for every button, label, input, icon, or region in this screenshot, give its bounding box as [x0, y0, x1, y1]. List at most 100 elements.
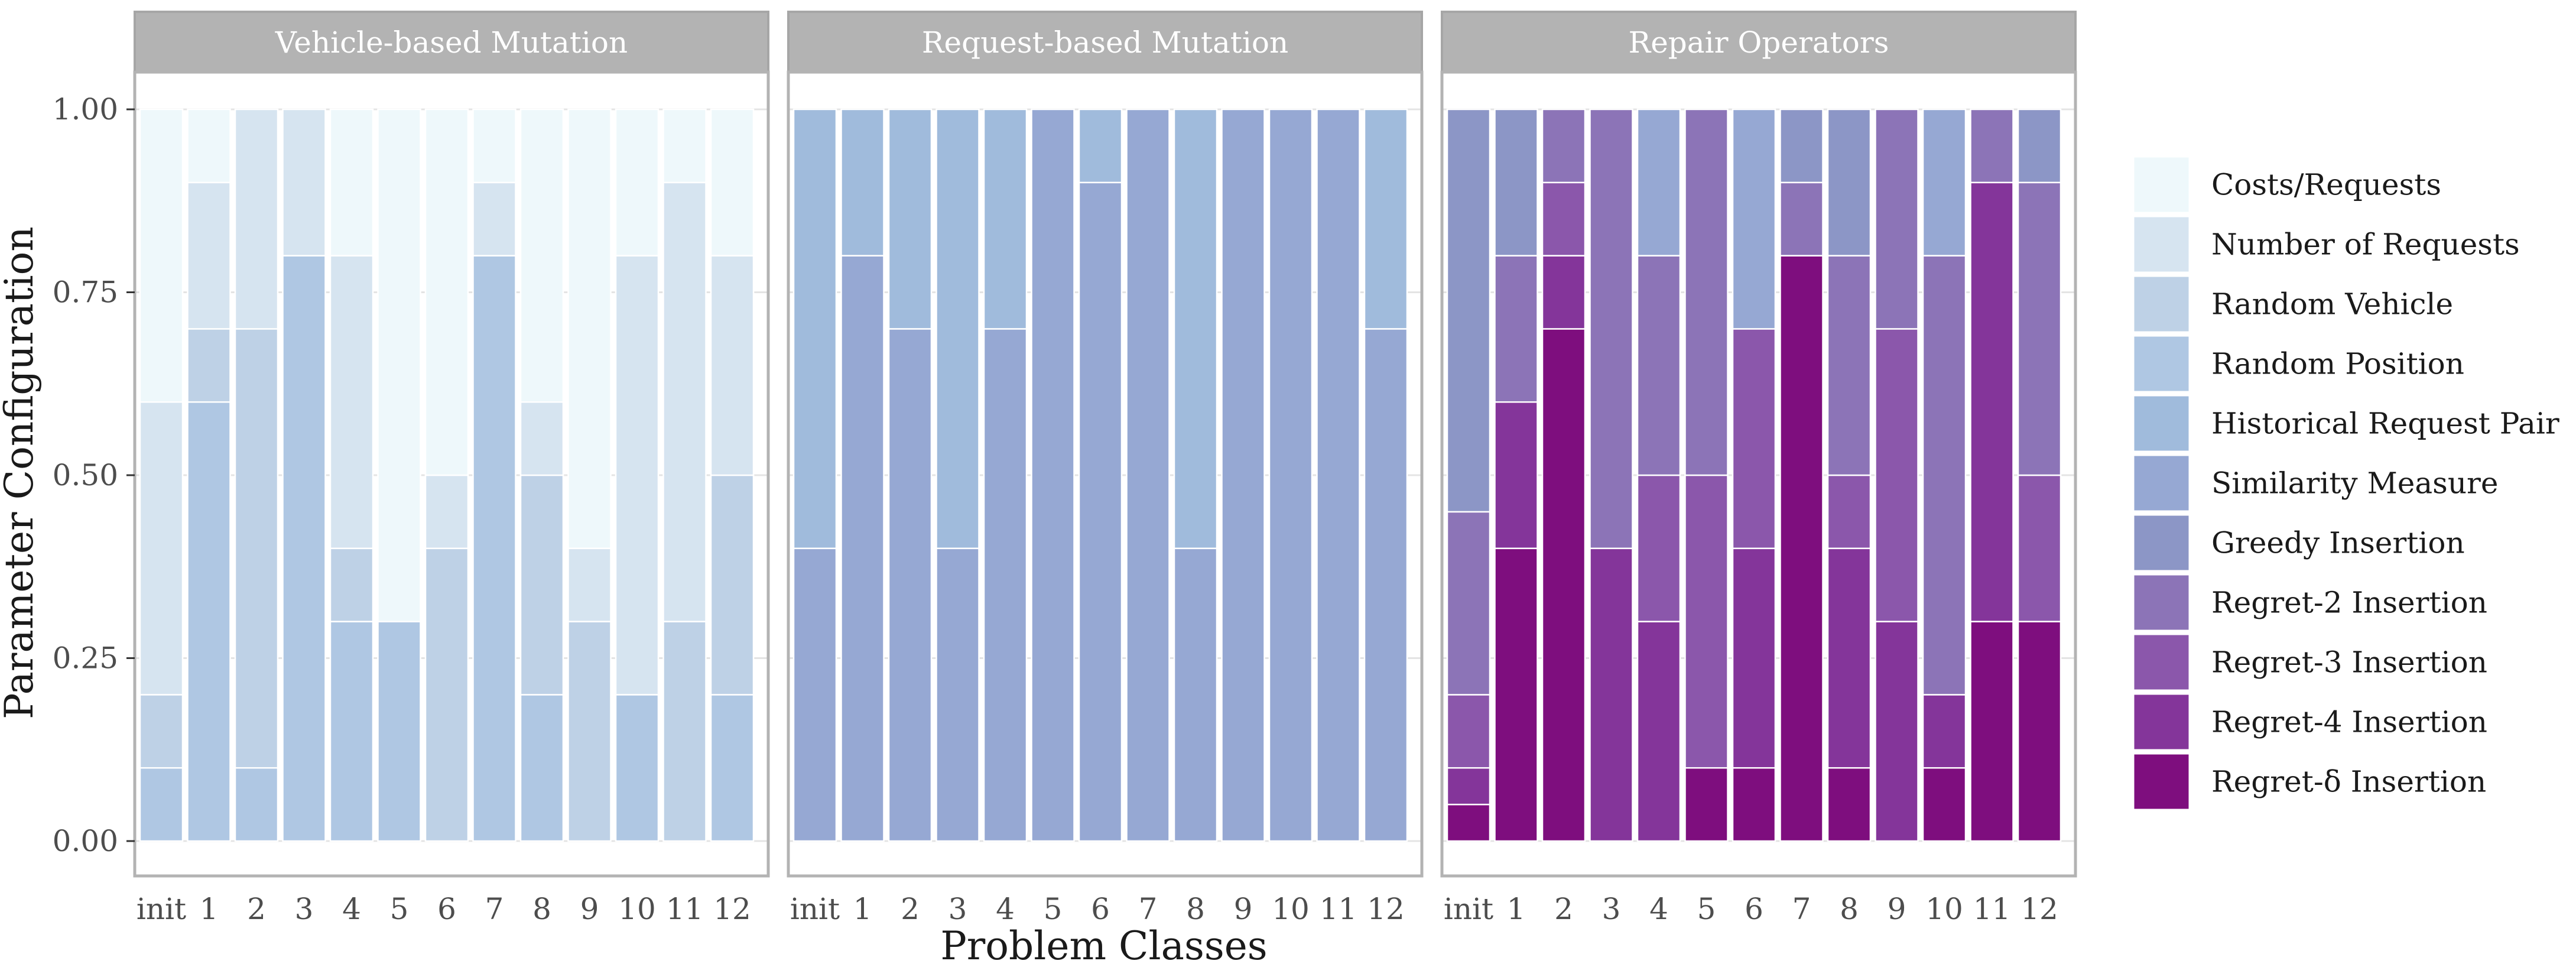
- bar-segment: [1732, 108, 1776, 330]
- x-tick-label: 2: [1554, 892, 1573, 926]
- bar-segment: [1922, 767, 1967, 842]
- x-tick-label: 12: [1367, 892, 1405, 926]
- bar-segment: [329, 255, 374, 550]
- bar-segment: [662, 621, 707, 842]
- bar-segment: [888, 108, 933, 330]
- x-tick-label: 11: [666, 892, 704, 926]
- x-tick-label: 12: [2020, 892, 2058, 926]
- legend-key: [2132, 514, 2191, 572]
- bar-segment: [329, 547, 374, 622]
- bar-segment: [1779, 108, 1824, 184]
- x-tick-label: 6: [437, 892, 456, 926]
- bar-segment: [1031, 108, 1075, 842]
- bar-segment: [519, 401, 564, 476]
- bar-segment: [234, 108, 279, 330]
- bar-segment: [329, 108, 374, 257]
- bar-segment: [1589, 547, 1633, 842]
- bar-segment: [1541, 181, 1586, 257]
- bar-segment: [1636, 474, 1681, 622]
- bar-segment: [1970, 621, 2014, 842]
- bar-segment: [1875, 621, 1919, 842]
- bar-segment: [1541, 328, 1586, 842]
- bar-segment: [983, 328, 1028, 842]
- bar-segment: [519, 108, 564, 403]
- y-tick-label: 0.25: [53, 641, 118, 676]
- bar-segment: [519, 474, 564, 696]
- panel-title: Vehicle-based Mutation: [275, 25, 628, 60]
- bar-segment: [1827, 547, 1872, 769]
- bar-segment: [1827, 767, 1872, 842]
- bar-segment: [710, 474, 755, 696]
- legend-key: [2132, 155, 2191, 214]
- x-tick-label: 10: [618, 892, 656, 926]
- x-tick-label: 9: [1234, 892, 1253, 926]
- x-tick-label: 1: [200, 892, 219, 926]
- bar-segment: [615, 694, 660, 842]
- legend-label: Regret-2 Insertion: [2211, 586, 2487, 620]
- bar-segment: [1494, 547, 1538, 842]
- bar-segment: [1636, 621, 1681, 842]
- panel-strip: [134, 11, 769, 73]
- bar-segment: [1221, 108, 1265, 842]
- bar-segment: [1636, 108, 1681, 257]
- x-tick-label: init: [790, 892, 840, 926]
- bar-segment: [1494, 401, 1538, 550]
- x-tick-label: 2: [901, 892, 920, 926]
- bar-segment: [1779, 181, 1824, 257]
- legend-label: Regret-δ Insertion: [2211, 765, 2486, 799]
- bars: [1446, 108, 2062, 842]
- x-tick-label: 11: [1320, 892, 1357, 926]
- x-tick-label: init: [1444, 892, 1493, 926]
- bar-segment: [472, 108, 517, 184]
- legend-key: [2132, 633, 2191, 692]
- bar-segment: [710, 694, 755, 842]
- bar-segment: [567, 621, 612, 842]
- bar-segment: [1875, 328, 1919, 622]
- bar-segment: [187, 108, 231, 184]
- bar-segment: [662, 108, 707, 184]
- bar-segment: [840, 108, 885, 257]
- bar-segment: [1446, 511, 1491, 696]
- bar-segment: [662, 181, 707, 622]
- x-tick-label: init: [137, 892, 186, 926]
- x-tick-label: 1: [1507, 892, 1526, 926]
- bar-segment: [1494, 255, 1538, 403]
- bars: [139, 108, 755, 842]
- bar-segment: [1827, 474, 1872, 550]
- legend-key: [2132, 693, 2191, 751]
- bar-segment: [710, 108, 755, 257]
- bar-segment: [1922, 255, 1967, 696]
- bar-segment: [234, 328, 279, 769]
- bar-segment: [1827, 108, 1872, 257]
- bar-segment: [1827, 255, 1872, 476]
- bar-segment: [1446, 803, 1491, 842]
- panel-strip: [787, 11, 1423, 73]
- bar-segment: [1446, 767, 1491, 806]
- bar-segment: [1684, 767, 1729, 842]
- x-tick-label: 3: [1602, 892, 1621, 926]
- bar-segment: [1589, 108, 1633, 550]
- bar-segment: [2017, 181, 2062, 476]
- x-tick-label: 10: [1272, 892, 1310, 926]
- x-tick-label: 3: [948, 892, 967, 926]
- x-tick-label: 12: [713, 892, 751, 926]
- x-axis-title: Problem Classes: [940, 923, 1267, 969]
- bar-segment: [519, 694, 564, 842]
- x-tick-label: 2: [247, 892, 266, 926]
- bar-segment: [1541, 255, 1586, 330]
- bar-segment: [2017, 621, 2062, 842]
- bar-segment: [615, 255, 660, 696]
- bar-segment: [1732, 767, 1776, 842]
- bar-segment: [983, 108, 1028, 330]
- panel-border: [787, 70, 1424, 878]
- bar-segment: [377, 108, 421, 622]
- bar-segment: [187, 401, 231, 842]
- x-tick-label: 11: [1973, 892, 2011, 926]
- bar-segment: [329, 621, 374, 842]
- x-tick-label: 5: [1044, 892, 1063, 926]
- bar-segment: [377, 621, 421, 842]
- bar-segment: [792, 547, 837, 842]
- bar-segment: [1173, 547, 1218, 842]
